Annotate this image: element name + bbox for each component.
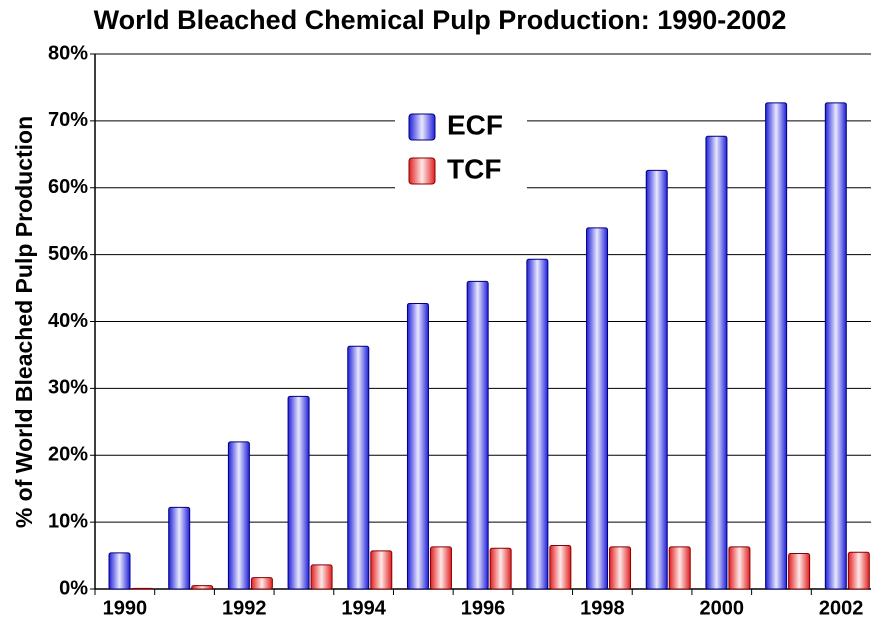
chart-title: World Bleached Chemical Pulp Production:…: [94, 5, 787, 35]
bar: [788, 553, 811, 590]
bar: [586, 227, 609, 590]
bar: [108, 552, 131, 590]
x-tick-label: 1996: [461, 597, 506, 619]
legend-label: TCF: [447, 153, 501, 184]
bar: [549, 545, 572, 590]
bar: [645, 169, 668, 590]
bar: [347, 345, 370, 590]
x-tick-label: 1998: [580, 597, 625, 619]
bar: [609, 546, 632, 590]
y-tick-label: 0%: [59, 577, 88, 599]
bar: [310, 564, 333, 590]
y-tick-label: 80%: [48, 42, 88, 64]
bar: [728, 546, 751, 590]
bar: [370, 550, 393, 590]
bar: [466, 280, 489, 590]
y-tick-label: 70%: [48, 109, 88, 131]
y-tick-label: 10%: [48, 510, 88, 532]
bar: [824, 102, 847, 590]
x-tick-label: 2000: [700, 597, 745, 619]
bar: [765, 102, 788, 590]
x-tick-label: 1992: [222, 597, 267, 619]
bar: [705, 135, 728, 590]
y-axis-label: % of World Bleached Pulp Production: [11, 116, 37, 528]
legend-swatch: [408, 113, 436, 141]
bar: [406, 302, 429, 590]
x-tick-label: 1990: [103, 597, 148, 619]
bar: [429, 546, 452, 590]
bar: [489, 547, 512, 590]
bar: [227, 441, 250, 590]
bar: [250, 577, 273, 590]
y-tick-label: 40%: [48, 310, 88, 332]
bar: [847, 551, 870, 590]
bar: [168, 506, 191, 590]
y-tick-label: 50%: [48, 243, 88, 265]
bar: [131, 587, 154, 590]
x-tick-label: 1994: [341, 597, 386, 619]
legend-swatch: [408, 157, 436, 185]
bar: [287, 395, 310, 590]
bar: [668, 546, 691, 590]
y-tick-label: 60%: [48, 176, 88, 198]
bar: [191, 585, 214, 590]
x-tick-label: 2002: [819, 597, 864, 619]
legend-label: ECF: [447, 109, 503, 140]
bar: [526, 258, 549, 590]
y-tick-label: 30%: [48, 377, 88, 399]
y-tick-label: 20%: [48, 444, 88, 466]
